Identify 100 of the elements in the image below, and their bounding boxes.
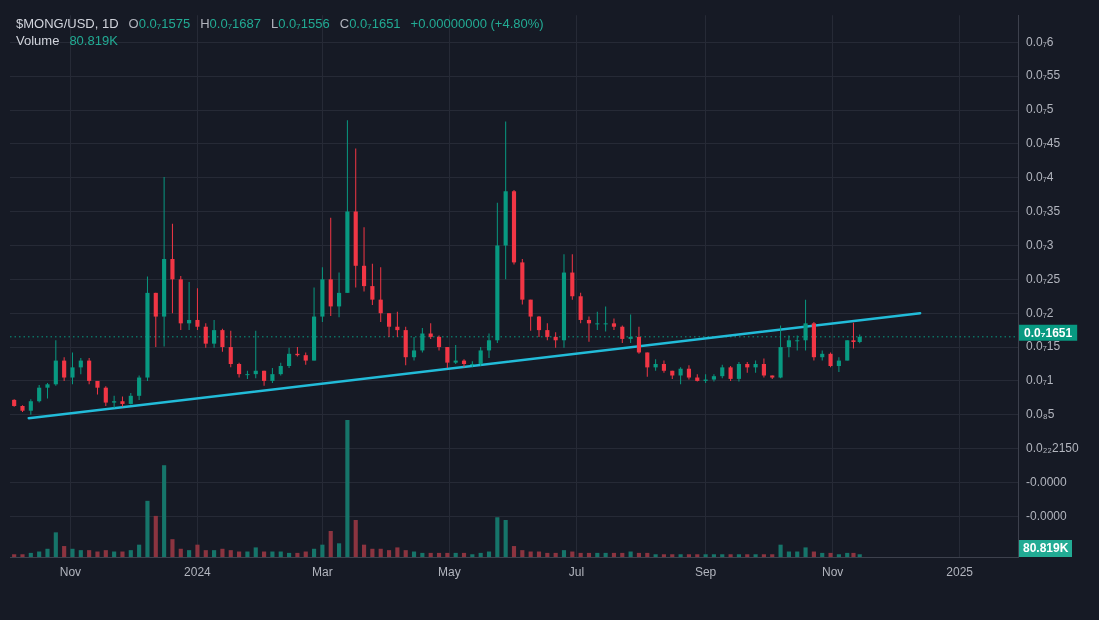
bar xyxy=(62,546,67,557)
bar xyxy=(470,554,475,557)
annotation: H0.0₇1687 xyxy=(200,16,262,31)
x-tick-label: Nov xyxy=(59,564,82,579)
bar xyxy=(595,552,600,557)
bar xyxy=(370,548,375,557)
y-tick-label: 0.0₇45 xyxy=(1026,136,1061,151)
bar xyxy=(153,515,158,557)
bar xyxy=(728,554,733,557)
bar xyxy=(736,554,741,557)
y-tick-label: 0.0₇5 xyxy=(1026,102,1054,117)
bar xyxy=(87,550,92,557)
bar xyxy=(170,539,175,557)
bar xyxy=(20,554,25,557)
bar xyxy=(320,544,325,557)
y-tick-label: 0.0₇2 xyxy=(1026,305,1054,320)
bar xyxy=(495,517,500,557)
bar xyxy=(28,552,33,557)
y-tick-label: 0.0₇35 xyxy=(1026,203,1061,218)
y-tick-label: -0.0000 xyxy=(1026,474,1068,489)
annotation: C0.0₇1651 xyxy=(339,16,401,31)
bar xyxy=(295,552,300,557)
y-tick-label: 0.0₈5 xyxy=(1026,407,1055,422)
bar xyxy=(328,530,333,557)
y-tick-label: 0.0₇15 xyxy=(1026,339,1061,354)
y-tick-label: 0.0₇55 xyxy=(1026,68,1061,83)
bar xyxy=(353,520,358,557)
bar xyxy=(137,544,142,557)
bar xyxy=(745,554,750,557)
bar xyxy=(12,554,17,557)
bar xyxy=(103,550,108,557)
bar xyxy=(511,546,517,557)
bar xyxy=(695,554,700,557)
annotation: L0.0₇1556 xyxy=(271,16,330,31)
bar xyxy=(45,548,50,557)
bar xyxy=(778,544,783,557)
chart-title: $MONG/USD, 1D xyxy=(16,16,119,31)
bar xyxy=(395,547,400,557)
x-tick-label: 2024 xyxy=(184,564,212,579)
annotation: 80.819K xyxy=(69,33,118,48)
bar xyxy=(761,554,766,557)
bar xyxy=(503,520,508,557)
bar xyxy=(212,550,217,557)
bar xyxy=(828,552,833,557)
y-tick-label: 0.0₇4 xyxy=(1026,170,1054,185)
annotation: O0.0₇1575 xyxy=(128,16,191,31)
bar xyxy=(478,552,483,557)
bar xyxy=(70,548,75,557)
bar xyxy=(95,551,100,557)
bar xyxy=(311,548,317,557)
bar xyxy=(178,548,183,557)
y-tick-label: -0.0000 xyxy=(1026,508,1068,523)
bar xyxy=(753,554,758,557)
bar xyxy=(611,552,617,557)
annotation: +0.00000000 (+4.80%) xyxy=(410,16,544,31)
bar xyxy=(378,548,383,557)
bar xyxy=(436,552,442,557)
bar xyxy=(586,552,592,557)
bar xyxy=(703,554,708,557)
y-tick-label: 0.0₇25 xyxy=(1026,271,1061,286)
bar xyxy=(220,548,225,557)
bar xyxy=(711,554,717,557)
bar xyxy=(653,554,658,557)
x-tick-label: Mar xyxy=(312,564,333,579)
bar xyxy=(857,554,862,557)
bar xyxy=(361,544,367,557)
bar xyxy=(636,552,642,557)
bar xyxy=(661,554,667,557)
ref-line-label: 0.0₇1651 xyxy=(1024,325,1073,340)
y-tick-label: 0.0₇1 xyxy=(1026,373,1054,388)
chart-title: Volume xyxy=(16,33,60,48)
bar xyxy=(770,554,775,557)
bar xyxy=(203,550,208,557)
bar xyxy=(403,550,408,557)
bar xyxy=(228,550,233,557)
bar xyxy=(128,550,133,557)
bar xyxy=(553,552,558,557)
bar xyxy=(545,552,550,557)
bar xyxy=(287,552,292,557)
bar xyxy=(678,554,683,557)
candlestick xyxy=(595,311,600,331)
bar xyxy=(603,552,608,557)
bar xyxy=(836,554,841,557)
bar xyxy=(345,420,350,557)
bar xyxy=(187,550,192,557)
bar xyxy=(520,550,525,557)
y-tick-label: 0.0₂₂2150 xyxy=(1026,440,1080,455)
bar xyxy=(803,547,808,557)
bar xyxy=(845,552,850,557)
x-tick-label: May xyxy=(438,564,461,579)
bar xyxy=(461,552,467,557)
y-tick-label: 0.0₇3 xyxy=(1026,237,1054,252)
bar xyxy=(428,552,433,557)
bar xyxy=(670,554,675,557)
x-tick-label: Nov xyxy=(821,564,844,579)
bar xyxy=(162,465,167,557)
bar xyxy=(453,552,458,557)
bar xyxy=(195,544,200,557)
text: 80.819K xyxy=(1019,540,1073,557)
bar xyxy=(336,543,342,557)
